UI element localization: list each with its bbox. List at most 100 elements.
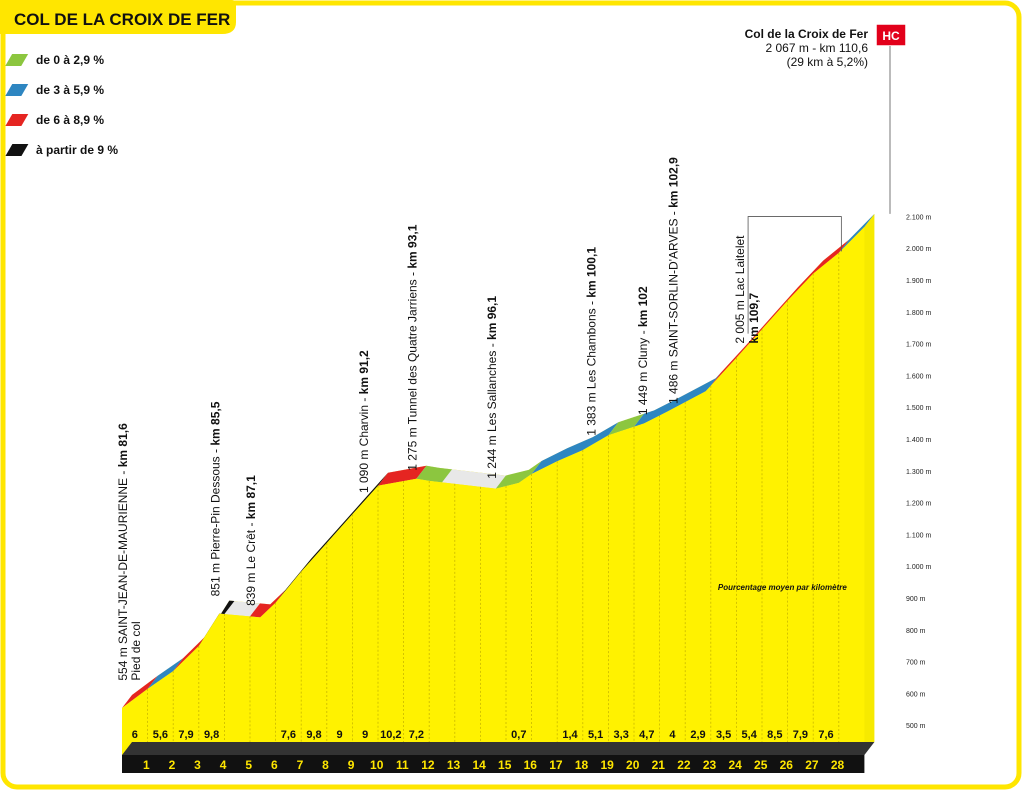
km-percent-label: 4 xyxy=(669,729,676,741)
waypoint-label: 851 m Pierre-Pin Dessous - km 85,5 xyxy=(208,401,222,596)
waypoint-km: km 109,7 xyxy=(747,293,761,344)
km-band-top xyxy=(122,742,875,755)
km-tick-label: 23 xyxy=(703,758,717,772)
km-percent-label: 7,9 xyxy=(793,729,808,741)
summit-detail: 2 067 m - km 110,6 xyxy=(766,41,869,55)
y-tick-label: 2.000 m xyxy=(906,246,931,253)
waypoint-subtitle: Pied de col xyxy=(129,621,143,680)
km-tick-label: 7 xyxy=(297,758,304,772)
grade-segment xyxy=(608,413,644,436)
km-tick-label: 15 xyxy=(498,758,512,772)
km-tick-label: 13 xyxy=(447,758,461,772)
waypoint-label: 1 090 m Charvin - km 91,2 xyxy=(357,350,371,493)
waypoint-labels: 554 m SAINT-JEAN-DE-MAURIENNE - km 81,6 P… xyxy=(116,157,842,681)
km-percent-label: 9 xyxy=(362,729,368,741)
hc-badge-label: HC xyxy=(882,29,900,43)
km-tick-label: 11 xyxy=(396,758,409,772)
waypoint-km: km 102,9 xyxy=(667,157,681,208)
grade-segment xyxy=(275,472,388,603)
km-percent-label: 7,2 xyxy=(409,729,424,741)
km-percent-label: 10,2 xyxy=(380,729,401,741)
km-percent-label: 8,5 xyxy=(767,729,782,741)
km-percent-label: 7,9 xyxy=(178,729,193,741)
km-tick-label: 17 xyxy=(549,758,563,772)
summit-name: Col de la Croix de Fer xyxy=(745,27,869,41)
y-tick-label: 900 m xyxy=(906,596,926,603)
waypoint-label: 2 005 m Lac Laiteletkm 109,7 xyxy=(733,235,761,344)
summit-stats: (29 km à 5,2%) xyxy=(787,55,868,69)
grade-segment xyxy=(250,589,286,618)
waypoint-name: 1 090 m Charvin - xyxy=(357,394,371,493)
grade-segment xyxy=(710,239,849,386)
waypoint-name: 1 275 m Tunnel des Quatre Jarriens - xyxy=(405,269,419,471)
waypoint-label: 1 383 m Les Chambons - km 100,1 xyxy=(585,247,599,436)
km-percent-label: 5,6 xyxy=(153,729,168,741)
km-percent-label: 0,7 xyxy=(511,729,526,741)
waypoint-name: 1 244 m Les Sallanches - xyxy=(485,340,499,479)
km-tick-label: 9 xyxy=(348,758,355,772)
title-group: COL DE LA CROIX DE FER xyxy=(0,0,236,34)
km-tick-label: 22 xyxy=(677,758,691,772)
waypoint-km: km 85,5 xyxy=(208,401,222,445)
lac-laitelet-connector xyxy=(747,216,842,334)
title-tab xyxy=(0,0,236,34)
km-tick-label: 28 xyxy=(831,758,845,772)
km-percent-label: 9 xyxy=(337,729,343,741)
profile-area: 6 5,6 7,9 9,8 7,6 9,8 9 9 10,2 7,2 0,7 1,4 5,1 3,3 4,7… xyxy=(122,213,875,755)
y-axis: 500 m 600 m 700 m 800 m 900 m 1.000 m 1.100 m 1… xyxy=(906,214,931,730)
km-tick-label: 19 xyxy=(600,758,614,772)
y-tick-label: 800 m xyxy=(906,628,926,635)
legend-swatch-block xyxy=(5,144,29,156)
km-tick-label: 6 xyxy=(271,758,278,772)
km-percent-label: 6 xyxy=(132,729,138,741)
km-band-front xyxy=(122,755,865,773)
waypoint-km: km 81,6 xyxy=(116,423,130,467)
waypoint-name: 839 m Le Crêt - xyxy=(244,519,258,606)
y-tick-label: 1.400 m xyxy=(906,437,931,444)
km-tick-label: 25 xyxy=(754,758,768,772)
waypoint-name: 2 005 m Lac Laitelet xyxy=(733,235,747,344)
waypoint-km: km 100,1 xyxy=(585,247,599,298)
km-tick-label: 3 xyxy=(194,758,201,772)
km-tick-label: 5 xyxy=(245,758,252,772)
waypoint-name: 1 449 m Cluny - xyxy=(636,327,650,415)
km-percent-label: 7,6 xyxy=(281,729,296,741)
y-tick-label: 2.100 m xyxy=(906,214,931,221)
km-percent-label: 1,4 xyxy=(562,729,578,741)
km-percent-label: 3,5 xyxy=(716,729,731,741)
waypoint-label: 1 275 m Tunnel des Quatre Jarriens - km … xyxy=(405,224,419,470)
km-tick-label: 12 xyxy=(421,758,435,772)
km-tick-label: 18 xyxy=(575,758,589,772)
waypoint-name: 554 m SAINT-JEAN-DE-MAURIENNE - xyxy=(116,467,130,680)
km-tick-label: 4 xyxy=(220,758,227,772)
chart-title: COL DE LA CROIX DE FER xyxy=(14,10,230,29)
profile-front-face xyxy=(122,226,865,755)
waypoint-km: km 91,2 xyxy=(357,350,371,394)
y-tick-label: 700 m xyxy=(906,660,926,667)
km-percent-label: 5,4 xyxy=(742,729,758,741)
grade-segment xyxy=(198,600,235,646)
km-tick-label: 14 xyxy=(472,758,486,772)
waypoint-label: 1 449 m Cluny - km 102 xyxy=(636,286,650,415)
legend: de 0 à 2,9 % de 3 à 5,9 % de 6 à 8,9 % à pa… xyxy=(5,53,118,157)
legend-label: de 0 à 2,9 % xyxy=(36,53,104,67)
waypoint-label: 1 244 m Les Sallanches - km 96,1 xyxy=(485,296,499,479)
y-tick-label: 1.800 m xyxy=(906,310,931,317)
y-tick-label: 1.000 m xyxy=(906,564,931,571)
km-tick-label: 20 xyxy=(626,758,640,772)
km-percent-label: 2,9 xyxy=(690,729,705,741)
hc-badge xyxy=(875,23,907,47)
waypoint-km: km 87,1 xyxy=(244,475,258,519)
grade-segment xyxy=(531,422,619,474)
waypoint-km: km 96,1 xyxy=(485,296,499,340)
km-tick-label: 10 xyxy=(370,758,384,772)
grade-segment xyxy=(416,465,452,483)
km-band: 1 2 3 4 5 6 7 8 9 10 11 12 13 14 15 16 17 18 19 20 21 22 23 24 2… xyxy=(122,742,875,773)
waypoint-label: 839 m Le Crêt - km 87,1 xyxy=(244,475,258,606)
km-percent-label: 5,1 xyxy=(588,729,603,741)
km-tick-label: 26 xyxy=(780,758,794,772)
y-tick-label: 500 m xyxy=(906,723,926,730)
